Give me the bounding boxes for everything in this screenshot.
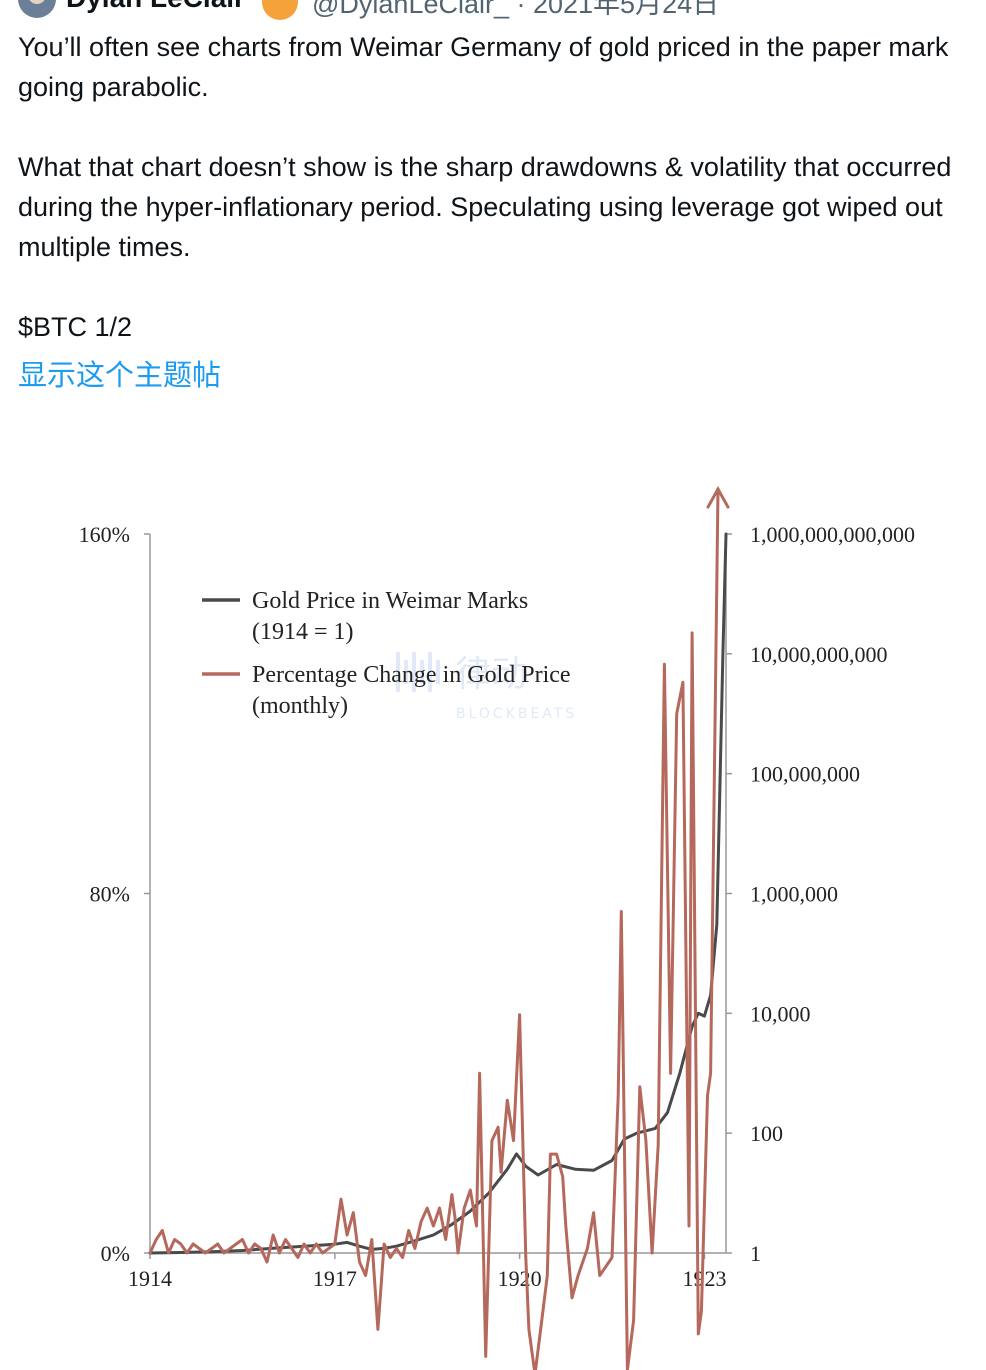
author-name[interactable]: Dylan LeClair	[66, 0, 245, 14]
watermark-en: BLOCKBEATS	[456, 706, 577, 722]
tweet-paragraph: What that chart doesn’t show is the shar…	[18, 152, 959, 262]
tweet-paragraph: $BTC 1/2	[18, 312, 133, 342]
watermark-logo-bar	[436, 660, 440, 684]
left-tick-label: 80%	[90, 882, 130, 907]
tweet-body: You’ll often see charts from Weimar Germ…	[18, 27, 968, 347]
watermark-logo-bar	[428, 652, 432, 692]
right-tick-label: 100	[750, 1121, 783, 1146]
tweet-paragraph: You’ll often see charts from Weimar Germ…	[18, 32, 956, 102]
x-tick-label: 1917	[313, 1266, 357, 1291]
handle-and-date[interactable]: @DylanLeClair_ · 2021年5月24日	[312, 0, 720, 19]
x-tick-label: 1920	[498, 1266, 542, 1291]
legend-sublabel: (monthly)	[252, 693, 348, 719]
watermark-logo-bar	[404, 660, 408, 684]
chart-image[interactable]: 律动 BLOCKBEATS 160% 80% 0% 1,000,000,000,000 10…	[0, 440, 986, 1370]
percent-arrow-head	[706, 485, 730, 509]
watermark-logo-bar	[396, 652, 400, 692]
watermark	[396, 652, 440, 692]
legend-label: Percentage Change in Gold Price	[252, 662, 571, 688]
watermark-logo-bar	[420, 660, 424, 684]
x-tick-label: 1923	[682, 1266, 726, 1291]
weimar-gold-chart: 律动 BLOCKBEATS 160% 80% 0% 1,000,000,000,000 10…	[79, 485, 915, 1370]
right-tick-label: 10,000	[750, 1001, 811, 1026]
tweet-header: Dylan LeClair @DylanLeClair_ · 2021年5月24…	[0, 0, 986, 20]
legend-label: Gold Price in Weimar Marks	[252, 588, 528, 614]
right-tick-label: 10,000,000,000	[750, 642, 888, 667]
left-tick-label: 0%	[101, 1241, 130, 1266]
legend-sublabel: (1914 = 1)	[252, 619, 354, 645]
verified-badge-icon	[262, 0, 298, 20]
right-tick-label: 1,000,000,000,000	[750, 522, 915, 547]
right-tick-label: 100,000,000	[750, 762, 860, 787]
right-tick-label: 1	[750, 1241, 761, 1266]
avatar[interactable]	[18, 0, 56, 18]
watermark-cn: 律动	[455, 654, 527, 695]
left-tick-label: 160%	[79, 522, 130, 547]
show-thread-link[interactable]: 显示这个主题帖	[18, 358, 222, 392]
right-tick-label: 1,000,000	[750, 882, 838, 907]
watermark-logo-bar	[412, 652, 416, 692]
percent-change-line	[148, 487, 720, 1370]
x-tick-label: 1914	[128, 1266, 172, 1291]
